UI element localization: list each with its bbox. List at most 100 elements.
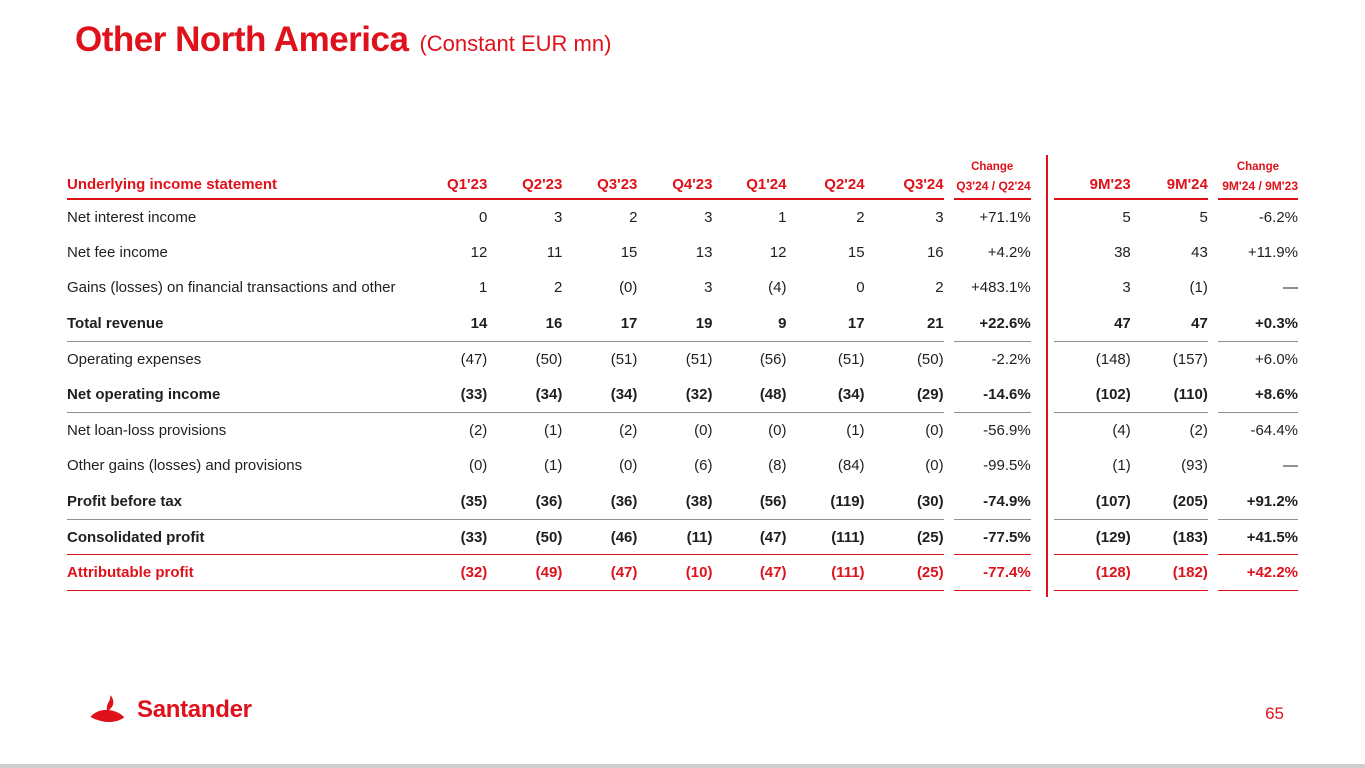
quarter-value: (111): [786, 554, 865, 592]
page-title: Other North America (Constant EUR mn): [75, 20, 611, 60]
column-gap: [1208, 484, 1218, 520]
column-gap: [944, 448, 954, 484]
quarter-value: (36): [562, 483, 638, 520]
quarter-value: 13: [695, 243, 713, 261]
change-ytd-value: +11.9%: [1247, 243, 1298, 261]
table-row: Attributable profit (32) (49) (47) (10) (47)(…: [67, 554, 1298, 592]
column-gap: [944, 484, 954, 520]
table-row: Profit before tax (35) (36) (36) (38) (56) (11…: [67, 483, 1298, 520]
table-row: Net fee income 12 11 15 13 12 15 16 +4.2% 38 43 +11…: [67, 235, 1298, 271]
change-ytd-value: —: [1283, 279, 1298, 297]
nine-month-value: (107): [1053, 483, 1131, 520]
column-gap-divider: [1031, 484, 1054, 520]
change-quarterly-value: +71.1%: [979, 208, 1031, 226]
page-title-main: Other North America: [75, 20, 409, 59]
quarter-value: 3: [935, 208, 944, 226]
quarter-value: 19: [637, 305, 713, 342]
quarter-value: 15: [620, 243, 638, 261]
column-gap: [1208, 413, 1218, 449]
nine-month-value: 38: [1114, 243, 1131, 261]
header-9m-24: 9M'24: [1130, 153, 1208, 200]
quarter-value: (47): [712, 554, 787, 592]
page-title-subtitle: (Constant EUR mn): [419, 31, 612, 56]
table-row: Net interest income 0 3 2 3 1 2 3 +71.1% 5 5 -6.2%: [67, 199, 1298, 235]
quarter-value: (34): [562, 376, 638, 414]
change-quarterly-value: -56.9%: [983, 422, 1031, 440]
quarter-value: (6): [694, 457, 713, 475]
santander-logo: Santander: [88, 694, 252, 725]
quarter-value: (32): [637, 376, 713, 414]
header-q2-23: Q2'23: [487, 153, 563, 200]
column-gap: [944, 270, 954, 306]
quarter-value: 2: [935, 279, 944, 297]
column-gap: [1208, 448, 1218, 484]
change-quarterly-value: +22.6%: [953, 305, 1031, 342]
quarter-value: 12: [769, 243, 787, 261]
quarter-value: (0): [619, 279, 638, 297]
quarter-value: (2): [619, 422, 638, 440]
table-row: Other gains (losses) and provisions (0) (1…: [67, 448, 1298, 484]
change-ytd-value: +0.3%: [1217, 305, 1298, 342]
nine-month-value: 43: [1191, 243, 1208, 261]
column-gap: [944, 153, 954, 199]
quarter-value: (1): [544, 422, 563, 440]
santander-wordmark: Santander: [137, 695, 252, 723]
column-gap: [1208, 199, 1218, 235]
change-quarterly-value: -77.5%: [953, 519, 1031, 556]
column-gap-divider: [1031, 413, 1054, 449]
quarter-value: (47): [712, 519, 787, 556]
quarter-value: (2): [468, 422, 488, 440]
column-gap: [944, 199, 954, 235]
change-ytd-value: +8.6%: [1217, 376, 1298, 414]
change-quarterly-value: -74.9%: [953, 483, 1031, 520]
table-row: Net loan-loss provisions (2) (1) (2) (0) (0) (…: [67, 413, 1298, 449]
nine-month-value: (110): [1130, 376, 1208, 414]
table-row: Consolidated profit (33) (50) (46) (11) (47)(…: [67, 519, 1298, 556]
change-quarterly-value: +483.1%: [971, 279, 1031, 297]
quarter-value: 3: [554, 208, 563, 226]
change-quarterly-value: -14.6%: [953, 376, 1031, 414]
table-row: Total revenue 14 16 17 19 9 17 21 +22.6% 47 47 +0.3…: [67, 305, 1298, 342]
header-change-ytd-word: Change: [1236, 161, 1279, 173]
header-change-ytd: Change 9M'24 / 9M'23: [1217, 153, 1298, 200]
quarter-value: (0): [768, 422, 787, 440]
page-number: 65: [1265, 704, 1284, 723]
quarter-value: (49): [487, 554, 563, 592]
column-gap: [944, 555, 954, 591]
nine-month-value: (128): [1053, 554, 1131, 592]
nine-month-value: 5: [1122, 208, 1131, 226]
quarter-value: 21: [864, 305, 944, 342]
quarter-value: (51): [610, 350, 638, 368]
quarter-value: (50): [535, 350, 563, 368]
header-9m-23: 9M'23: [1053, 153, 1131, 200]
income-statement-table-wrap: Underlying income statement Q1'23 Q2'23 …: [67, 153, 1298, 592]
column-gap-divider: [1031, 199, 1054, 235]
change-ytd-value: +42.2%: [1217, 554, 1298, 592]
quarter-value: (47): [562, 554, 638, 592]
quarter-value: 12: [470, 243, 488, 261]
header-q2-24: Q2'24: [786, 153, 865, 200]
quarter-value: (46): [562, 519, 638, 556]
quarter-value: (38): [637, 483, 713, 520]
quarter-value: (0): [694, 422, 713, 440]
header-change-quarterly-period: Q3'24 / Q2'24: [956, 179, 1031, 193]
column-gap: [944, 306, 954, 342]
nine-month-value: (183): [1130, 519, 1208, 556]
nine-month-value: (4): [1112, 422, 1131, 440]
header-change-quarterly-word: Change: [971, 161, 1014, 173]
row-label: Attributable profit: [67, 554, 413, 592]
quarter-value: (48): [712, 376, 787, 414]
santander-flame-icon: [88, 694, 128, 725]
change-ytd-value: +41.5%: [1217, 519, 1298, 556]
nine-month-value: 5: [1199, 208, 1208, 226]
nine-month-value: (2): [1189, 422, 1208, 440]
quarter-value: (0): [925, 422, 944, 440]
column-gap-divider: [1031, 341, 1054, 377]
quarter-value: 1: [478, 279, 488, 297]
quarter-value: (35): [412, 483, 488, 520]
quarter-value: (34): [786, 376, 865, 414]
quarter-value: (50): [916, 350, 944, 368]
nine-month-value: (205): [1130, 483, 1208, 520]
column-gap-divider: [1031, 306, 1054, 342]
nine-month-value: (129): [1053, 519, 1131, 556]
